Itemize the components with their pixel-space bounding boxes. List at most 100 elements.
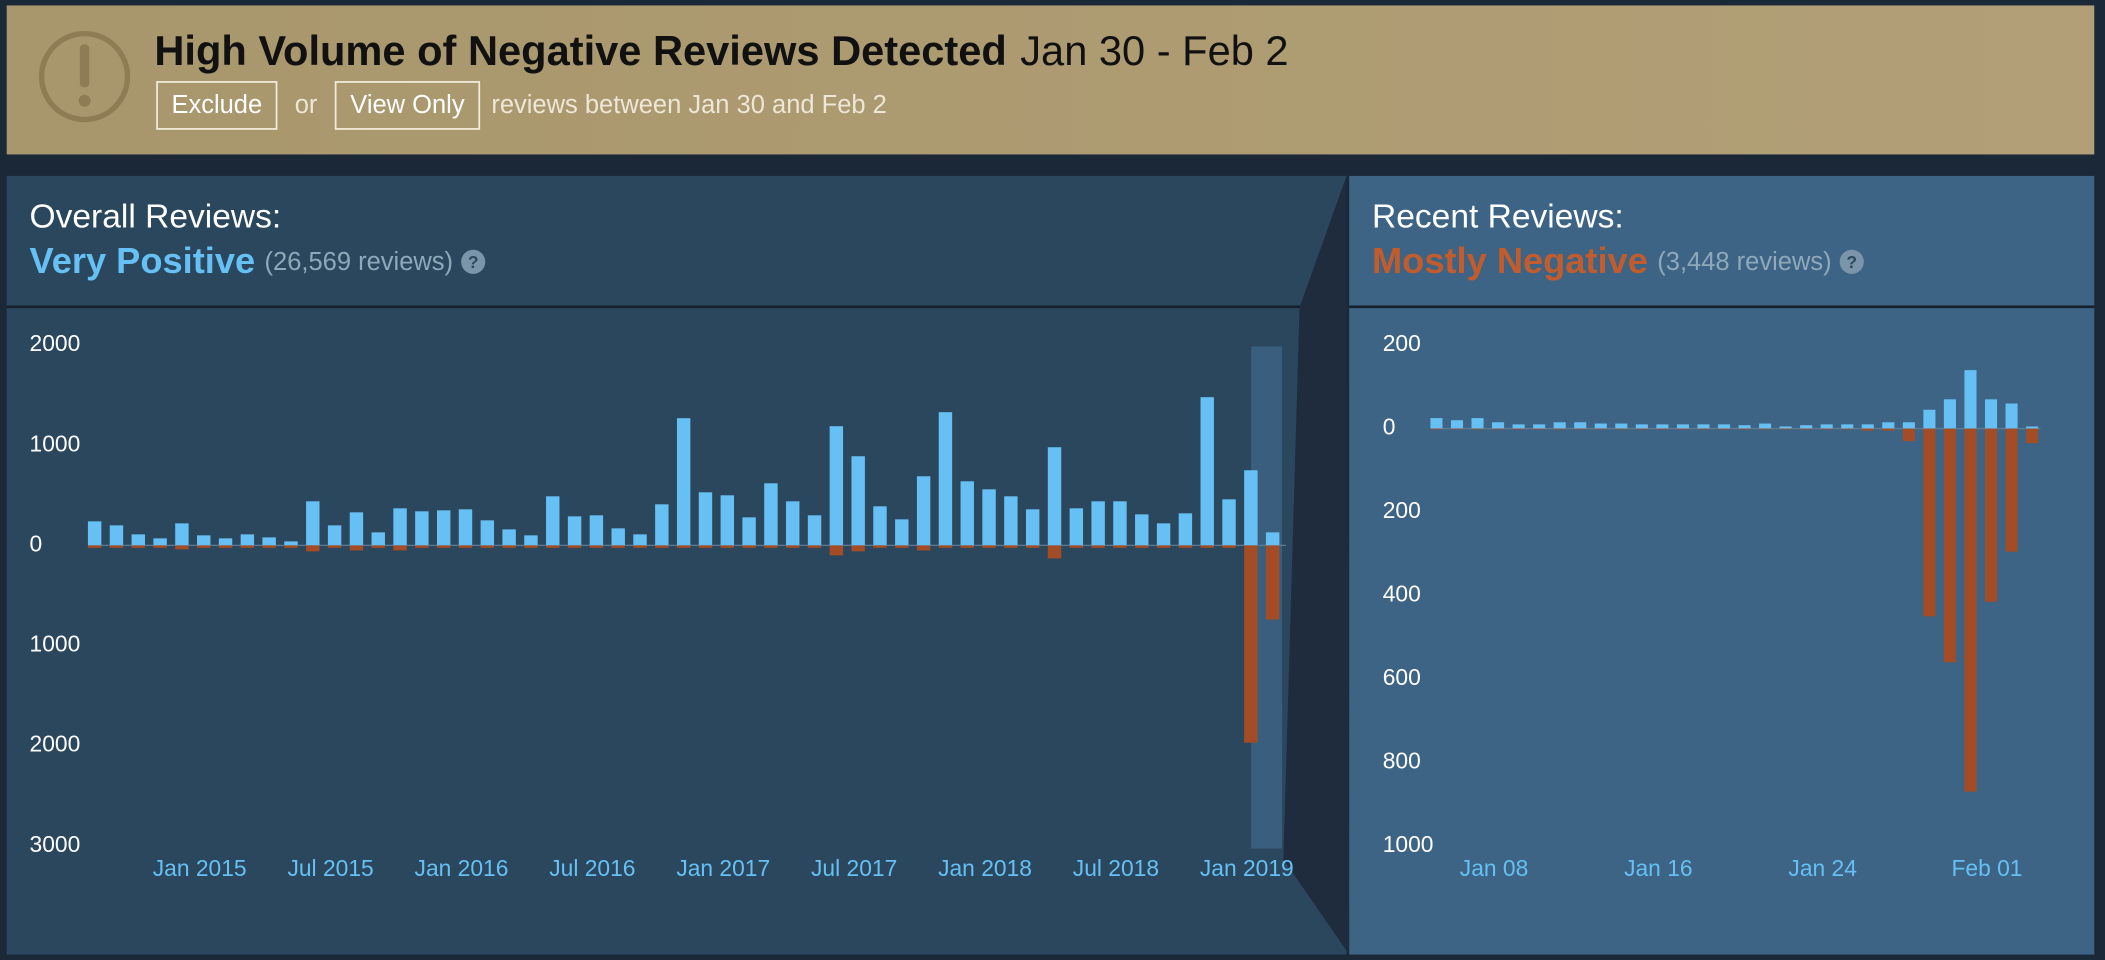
bar <box>1244 545 1258 743</box>
bar <box>1512 424 1525 429</box>
bar <box>1656 428 1669 430</box>
bar <box>1820 428 1833 430</box>
bar <box>218 545 233 548</box>
bar <box>240 534 255 546</box>
bar <box>1676 428 1689 430</box>
bar <box>633 534 647 546</box>
bar <box>1656 424 1669 429</box>
bar <box>2026 426 2039 429</box>
bar <box>698 492 713 546</box>
y-tick-label: 3000 <box>30 831 81 857</box>
bar <box>546 496 560 546</box>
bar <box>131 534 145 546</box>
bar <box>1738 428 1751 430</box>
bar <box>1178 545 1193 548</box>
bar <box>502 529 516 546</box>
rating: Very Positive <box>30 240 256 281</box>
or-text: or <box>295 91 318 119</box>
bar <box>1697 428 1710 430</box>
bar <box>916 476 931 546</box>
recent-panel <box>1349 175 2095 955</box>
exclude-button[interactable] <box>156 81 278 130</box>
x-tick-label: Jan 24 <box>1788 855 1857 881</box>
bar <box>676 545 691 548</box>
y-tick-label: 2000 <box>30 330 81 356</box>
bar <box>1265 532 1280 546</box>
bar <box>807 545 822 548</box>
bar <box>1574 422 1587 429</box>
bar <box>1861 424 1874 429</box>
x-tick-label: Jul 2016 <box>549 855 635 881</box>
bar <box>1156 523 1171 546</box>
bar <box>436 545 451 548</box>
bar <box>1574 428 1587 430</box>
bar <box>1882 428 1895 431</box>
bar <box>480 520 495 546</box>
bar <box>87 545 102 548</box>
bar <box>1964 428 1977 792</box>
bar <box>1156 545 1171 548</box>
bar <box>1882 422 1895 429</box>
bar <box>1800 428 1813 430</box>
bar <box>1594 423 1607 429</box>
y-tick-label: 600 <box>1383 664 1421 690</box>
bar <box>829 545 844 556</box>
review-count: (26,569 reviews) <box>265 248 454 276</box>
bar <box>1553 428 1566 430</box>
bar <box>698 545 713 548</box>
banner-title: High Volume of Negative Reviews Detected <box>154 27 1006 74</box>
bar <box>1615 423 1628 429</box>
bar <box>1841 424 1854 429</box>
bar <box>327 525 342 546</box>
rating: Mostly Negative <box>1372 240 1648 281</box>
bar <box>938 545 953 548</box>
bar <box>1113 501 1127 546</box>
bar <box>851 456 865 546</box>
x-tick-label: Jul 2017 <box>811 855 897 881</box>
bar <box>1471 428 1484 430</box>
bar <box>1984 399 1998 429</box>
bar <box>655 504 669 546</box>
bar <box>1717 424 1731 429</box>
bar <box>153 545 167 548</box>
bar <box>1113 545 1127 548</box>
view-only-label[interactable]: View Only <box>350 91 465 119</box>
bar <box>1697 424 1710 429</box>
bar <box>502 545 516 548</box>
bar <box>480 545 495 548</box>
y-tick-label: 2000 <box>30 731 81 757</box>
bar <box>1471 418 1484 429</box>
bar <box>2026 428 2039 444</box>
bar <box>1779 428 1792 430</box>
bar <box>1902 422 1915 429</box>
bar <box>175 545 189 550</box>
bar <box>982 545 996 548</box>
bar <box>1533 428 1546 430</box>
bar <box>1492 422 1505 429</box>
bar <box>895 519 909 546</box>
bar <box>1615 428 1628 430</box>
bar <box>916 545 931 551</box>
y-tick-label: 1000 <box>30 430 81 456</box>
bar <box>262 545 276 548</box>
bar <box>1553 422 1566 429</box>
bar <box>306 545 320 552</box>
exclude-label[interactable]: Exclude <box>171 91 262 119</box>
bar <box>1820 424 1833 429</box>
bar <box>2005 403 2018 429</box>
help-icon-text: ? <box>468 252 479 272</box>
bar <box>1676 424 1689 429</box>
bar <box>1943 428 1956 663</box>
bar <box>1841 428 1854 430</box>
bar <box>218 538 233 546</box>
bar <box>720 545 734 548</box>
view-only-button[interactable] <box>334 81 481 130</box>
bar <box>1004 496 1018 546</box>
bar <box>1047 447 1062 546</box>
bar <box>1738 425 1751 429</box>
bar <box>1430 428 1443 430</box>
bar <box>1984 428 1998 602</box>
review-count: (3,448 reviews) <box>1657 248 1831 276</box>
bar <box>1069 545 1084 548</box>
bar <box>589 515 604 546</box>
